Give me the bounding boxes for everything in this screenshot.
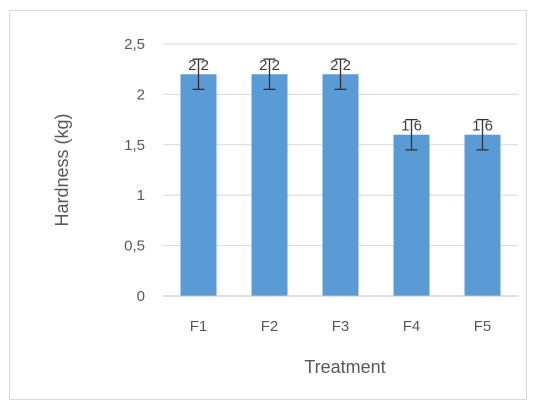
- error-bar: [263, 58, 276, 91]
- data-labels: 2,2 2,2 2,2 1,6 1,6: [188, 57, 493, 134]
- bar-f1: [180, 74, 217, 297]
- data-label: 2,2: [330, 57, 351, 74]
- data-label: 2,2: [188, 57, 209, 74]
- y-tick-label: 1,5: [124, 137, 145, 154]
- y-tick-label: 0: [137, 288, 145, 305]
- x-axis-title: Treatment: [304, 357, 385, 377]
- data-label: 1,6: [472, 118, 493, 135]
- x-tick-label: F2: [261, 318, 279, 335]
- data-label: 2,2: [259, 57, 280, 74]
- bar-f3: [322, 74, 359, 297]
- error-bar: [405, 118, 418, 151]
- x-tick-label: F3: [332, 318, 350, 335]
- y-tick-label: 2,5: [124, 36, 145, 53]
- x-axis-ticks: F1 F2 F3 F4 F5: [190, 318, 492, 335]
- bar-f4: [393, 134, 430, 296]
- x-tick-label: F5: [474, 318, 492, 335]
- y-tick-label: 2: [137, 86, 145, 103]
- bar-f5: [464, 134, 501, 296]
- y-tick-label: 0,5: [124, 238, 145, 255]
- y-axis-ticks: 0 0,5 1 1,5 2 2,5: [124, 36, 145, 305]
- y-tick-label: 1: [137, 187, 145, 204]
- error-bar: [192, 58, 205, 91]
- y-axis-title: Hardness (kg): [52, 113, 72, 226]
- error-bar: [476, 118, 489, 151]
- bars: [180, 74, 501, 297]
- x-tick-label: F4: [403, 318, 421, 335]
- bar-f2: [251, 74, 288, 297]
- error-bars: [192, 58, 489, 151]
- error-bar: [334, 58, 347, 91]
- data-label: 1,6: [401, 118, 422, 135]
- x-tick-label: F1: [190, 318, 208, 335]
